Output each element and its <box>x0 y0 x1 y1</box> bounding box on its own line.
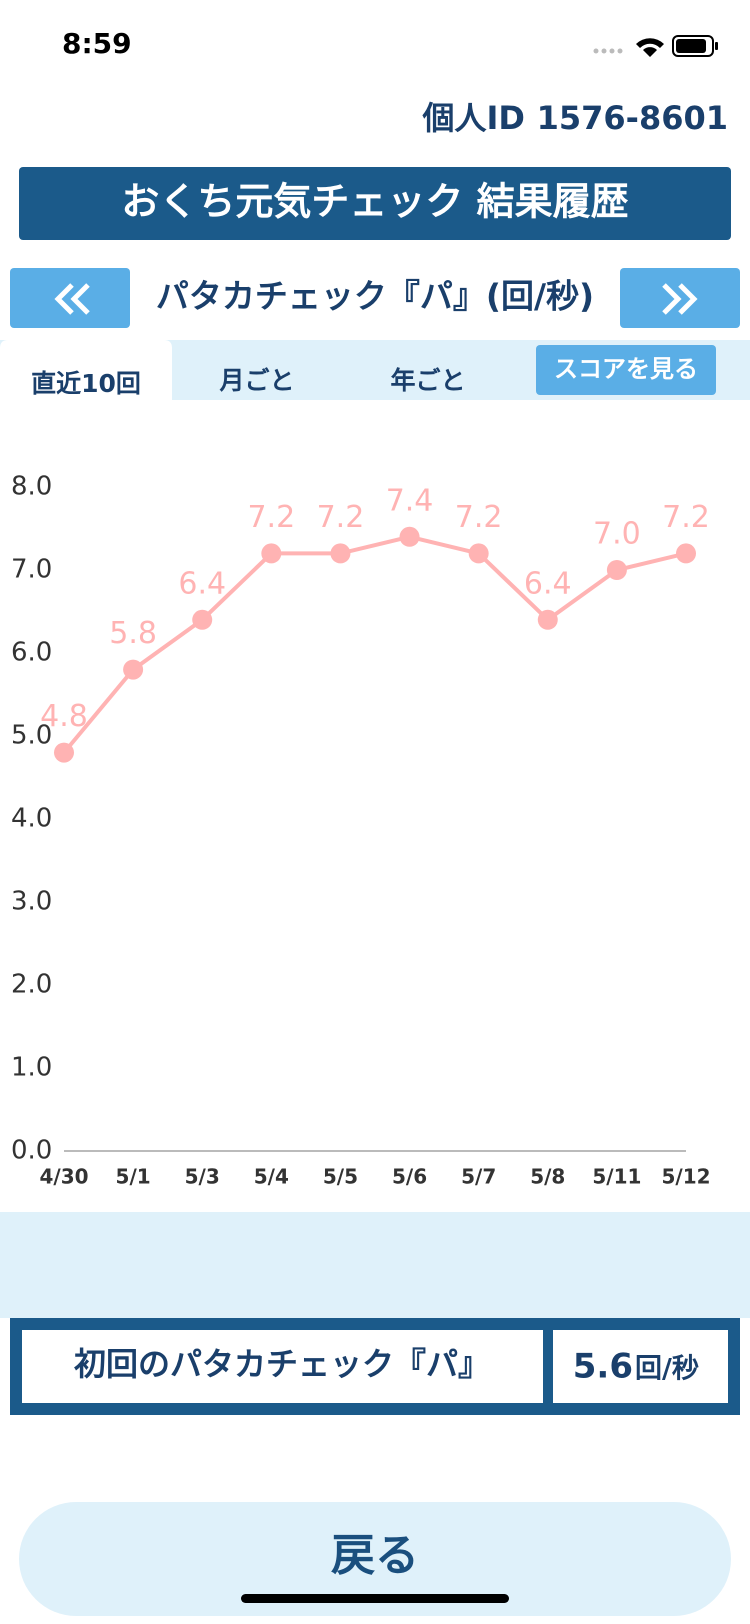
y-tick-label: 0.0 <box>11 1136 52 1166</box>
x-tick-label: 5/1 <box>116 1165 151 1189</box>
value-label: 7.0 <box>593 517 641 552</box>
home-indicator <box>241 1594 509 1603</box>
line <box>62 534 687 754</box>
summary-unit: 回/秒 <box>635 1354 699 1385</box>
point <box>537 609 558 630</box>
id-value: 1576-8601 <box>537 99 728 137</box>
chart: 0.0 1.0 2.0 3.0 4.0 5.0 6.0 7.0 8.0 4/30 5/1 5/3 5/4… <box>11 472 711 1189</box>
tab-active[interactable] <box>0 340 172 400</box>
value-label: 7.4 <box>386 483 434 518</box>
tab[interactable]: 年ごと <box>390 366 465 395</box>
y-tick-label: 2.0 <box>11 970 52 1000</box>
summary-value-box <box>553 1330 728 1403</box>
y-tick-label: 4.0 <box>11 804 52 834</box>
back-button[interactable] <box>19 1502 731 1616</box>
tab[interactable]: 月ごと <box>218 366 294 395</box>
x-tick-label: 5/4 <box>254 1165 289 1189</box>
point <box>54 742 74 763</box>
back-button-label[interactable]: 戻る <box>331 1530 419 1581</box>
value-label: 7.2 <box>247 500 295 535</box>
value-label: 4.8 <box>40 699 88 734</box>
point <box>676 543 696 564</box>
id-label: 個人ID <box>422 99 525 137</box>
y-tick-label: 7.0 <box>11 555 52 585</box>
tab[interactable]: 直近10回 <box>31 369 141 398</box>
x-tick-label: 5/11 <box>592 1165 641 1189</box>
point <box>468 543 489 564</box>
nav-label: パタカチェック『パ』(回/秒) <box>156 277 594 316</box>
x-tick-label: 5/5 <box>323 1165 358 1189</box>
point <box>123 659 144 680</box>
page-title: おくち元気チェック 結果履歴 <box>121 180 628 224</box>
value-label: 7.2 <box>662 500 710 535</box>
x-tick-label: 5/7 <box>461 1165 496 1189</box>
point <box>330 543 351 564</box>
y-tick-label: 1.0 <box>11 1053 52 1083</box>
y-tick-label: 5.0 <box>11 721 52 751</box>
y-tick-label: 6.0 <box>11 638 52 668</box>
x-tick-label: 5/6 <box>392 1165 427 1189</box>
value-label: 5.8 <box>109 616 157 651</box>
next-button[interactable] <box>620 268 740 328</box>
x-tick-label: 5/12 <box>661 1165 710 1189</box>
spacer-band <box>0 1212 750 1318</box>
score-button[interactable] <box>536 345 716 395</box>
y-tick-label: 3.0 <box>11 887 52 917</box>
value-label: 7.2 <box>317 500 365 535</box>
y-tick-label: 8.0 <box>11 472 52 502</box>
value-label: 6.4 <box>524 566 572 601</box>
x-tick-label: 4/30 <box>39 1165 88 1189</box>
value-label: 7.2 <box>455 500 503 535</box>
summary-label-box <box>22 1330 543 1403</box>
summary-label: 初回のパタカチェック『パ』 <box>74 1345 490 1383</box>
point <box>192 609 213 630</box>
title-bar <box>19 167 731 240</box>
value-label: 6.4 <box>178 566 226 601</box>
point <box>399 526 420 547</box>
point <box>261 543 282 564</box>
prev-button[interactable] <box>10 268 130 328</box>
status-time: 8:59 <box>62 27 132 60</box>
status-icons <box>593 35 718 57</box>
x-tick-label: 5/8 <box>530 1165 565 1189</box>
score-button-label[interactable]: スコアを見る <box>554 355 698 383</box>
x-tick-label: 5/3 <box>185 1165 220 1189</box>
point <box>606 560 627 580</box>
summary-value: 5.6 <box>573 1347 633 1387</box>
